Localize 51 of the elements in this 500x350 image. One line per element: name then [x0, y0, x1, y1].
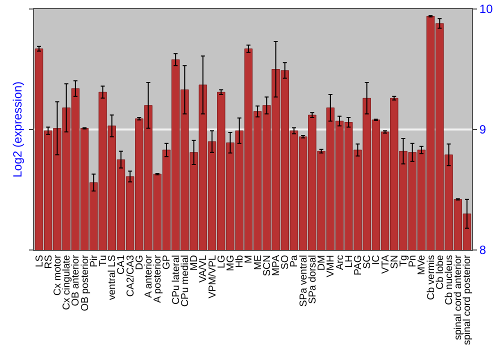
- x-tick-label: SO: [280, 254, 292, 270]
- x-tick-label: Tg: [398, 255, 410, 267]
- y-tick-label: 10: [479, 2, 494, 16]
- y-tick-label: 9: [479, 122, 486, 137]
- x-tick-label: Hb: [234, 254, 246, 268]
- x-tick-label: MG: [225, 254, 236, 272]
- x-tick-label: MPA: [271, 254, 282, 276]
- x-tick-label: Arc: [334, 255, 346, 270]
- x-tick-label: Pn: [408, 255, 419, 268]
- x-tick-label: RS: [43, 254, 54, 269]
- x-tick-label: PAG: [352, 254, 364, 276]
- x-tick-label: MVe: [416, 254, 428, 276]
- x-tick-label: Cx cingulate: [62, 254, 73, 310]
- x-tick-label: spinal cord posterior: [462, 254, 474, 346]
- x-tick-label: OB posterior: [80, 254, 91, 312]
- x-tick-label: LG: [216, 254, 228, 268]
- x-tick-label: VA/VL: [198, 254, 210, 283]
- x-tick-label: OB anterior: [70, 254, 82, 306]
- x-tick-label: ventral LS: [107, 254, 118, 300]
- x-tick-label: A anterior: [144, 254, 155, 298]
- x-tick-label: DM: [316, 255, 328, 271]
- y-tick-label: 8: [479, 243, 486, 258]
- x-tick-label: SC: [362, 255, 374, 269]
- x-tick-label: Cb vermis: [426, 255, 437, 300]
- x-tick-label: VPM/VPL: [207, 254, 218, 298]
- x-tick-label: Cb lobe: [434, 254, 446, 290]
- x-tick-label: Pir: [88, 254, 100, 268]
- x-tick-label: VTA: [380, 254, 392, 274]
- x-tick-label: Cx motor: [52, 254, 64, 296]
- x-tick-label: A posterior: [152, 254, 164, 303]
- x-tick-label: spinal cord anterior: [453, 254, 464, 340]
- x-tick-label: Pa: [289, 254, 300, 268]
- x-tick-label: Cb nucleus: [444, 255, 456, 306]
- x-tick-label: GP: [162, 254, 173, 270]
- x-tick-label: VMH: [326, 255, 337, 278]
- x-tick-label: LH: [344, 255, 355, 268]
- x-tick-label: SCN: [262, 255, 273, 276]
- x-tick-label: CA1: [116, 254, 128, 274]
- x-tick-label: SPa dorsal: [307, 255, 318, 304]
- x-tick-label: CPu medial: [180, 255, 191, 307]
- x-tick-label: Tu: [98, 255, 109, 266]
- x-tick-label: M: [244, 255, 255, 264]
- x-tick-label: CA2/CA3: [125, 254, 136, 297]
- x-tick-label: CPu lateral: [170, 255, 182, 304]
- x-tick-label: DG: [134, 254, 146, 270]
- y-axis-title: Log2 (expression): [10, 81, 24, 178]
- x-tick-label: SN: [389, 255, 400, 269]
- x-tick-label: IC: [371, 255, 382, 265]
- x-tick-label: SPa ventral: [298, 255, 310, 307]
- x-tick-label: ME: [252, 254, 264, 270]
- x-tick-label: LS: [34, 254, 46, 268]
